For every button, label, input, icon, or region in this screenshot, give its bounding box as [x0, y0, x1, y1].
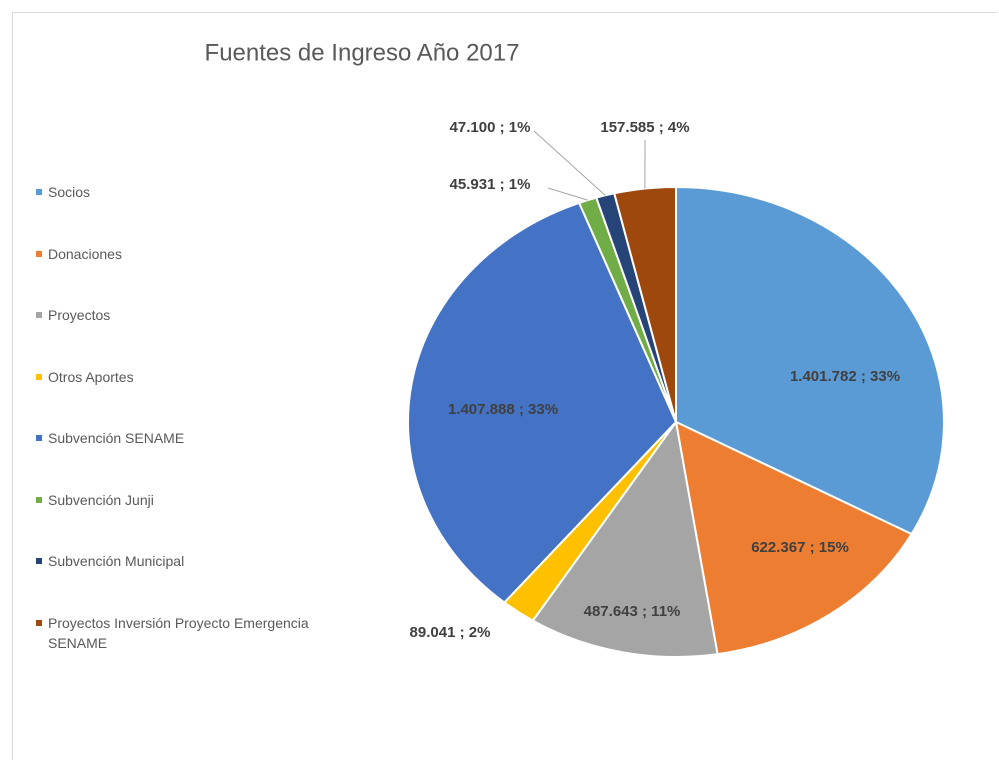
legend-label: Proyectos	[48, 307, 111, 323]
legend-swatch	[36, 250, 42, 257]
legend-swatch	[36, 435, 42, 441]
pie-slice	[674, 420, 914, 656]
legend-item: Proyectos	[36, 305, 346, 367]
legend-item: Subvención Junji	[36, 490, 346, 552]
legend-swatch	[36, 373, 42, 380]
legend-item: Otros Aportes	[36, 367, 346, 429]
legend-item: Socios	[36, 182, 346, 244]
data-label: 47.100 ; 1%	[450, 119, 531, 136]
data-label: 89.041 ; 2%	[410, 624, 491, 641]
legend-item: Donaciones	[36, 244, 346, 306]
legend-item: Proyectos Inversión Proyecto Emergencia …	[36, 613, 346, 675]
legend-swatch	[36, 189, 42, 195]
chart-title: Fuentes de Ingreso Año 2017	[205, 39, 520, 66]
data-label: 157.585 ; 4%	[600, 119, 689, 136]
data-label: 45.931 ; 1%	[450, 176, 531, 193]
legend-label: Socios	[48, 184, 91, 200]
legend-label: Proyectos Inversión Proyecto Emergencia …	[48, 614, 309, 651]
data-label: 622.367 ; 15%	[751, 539, 849, 556]
legend-label: Subvención Municipal	[48, 553, 185, 569]
pie-slice	[613, 185, 677, 423]
pie-slice	[531, 419, 719, 658]
data-label: 1.401.782 ; 33%	[790, 368, 900, 385]
legend-swatch	[36, 496, 42, 503]
legend-swatch	[36, 619, 42, 626]
legend-label: Subvención SENAME	[48, 430, 185, 446]
pie-slice	[407, 201, 678, 604]
legend-label: Donaciones	[48, 245, 122, 262]
data-label: 487.643 ; 11%	[584, 603, 681, 620]
legend-item: Subvención SENAME	[36, 428, 346, 490]
leader-line	[533, 130, 606, 196]
pie-slice	[675, 185, 945, 536]
legend: Socios Donaciones Proyectos Otros Aportes Su…	[36, 182, 346, 674]
leader-line	[547, 187, 588, 201]
legend-swatch	[36, 312, 42, 318]
data-label: 1.407.888 ; 33%	[448, 401, 558, 418]
legend-label: Otros Aportes	[48, 368, 134, 385]
legend-item: Subvención Municipal	[36, 551, 346, 613]
chart-frame	[12, 12, 997, 760]
legend-label: Subvención Junji	[48, 491, 154, 508]
legend-swatch	[36, 558, 42, 564]
